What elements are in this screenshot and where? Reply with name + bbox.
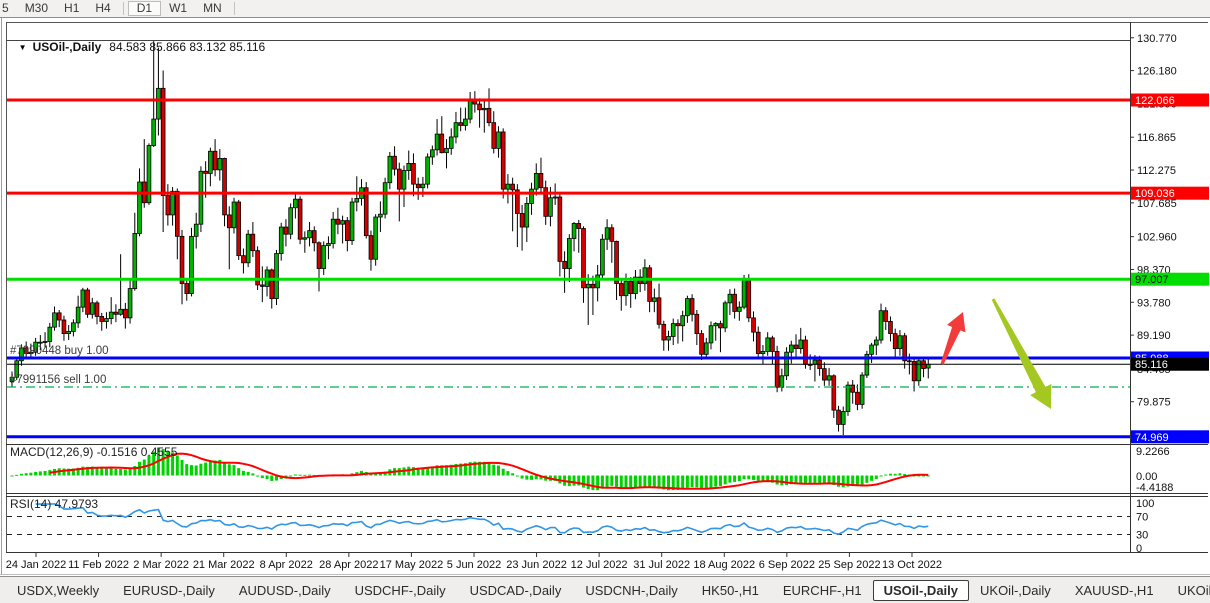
date-label: 13 Oct 2022 [882,559,942,571]
price-axis: 130.770126.180121.590116.865112.275107.6… [1130,33,1177,409]
chart-tab-XAUUSD-H1[interactable]: XAUUSD-,H1 [1074,582,1154,598]
up-trend-arrow[interactable] [940,312,966,365]
date-label: 18 Aug 2022 [693,559,755,571]
rsi-axis-label: 30 [1136,530,1148,542]
macd-panel: MACD(12,26,9) -0.1516 0.4555 9.2266 0.00-4… [10,445,1173,494]
chart-title: ▼ USOil-,Daily 84.583 85.866 83.132 85.116 [12,23,266,54]
price-badge-109.036: 109.036 [1131,186,1209,200]
chart-tab-EURUSD-Daily[interactable]: EURUSD-,Daily [123,582,215,598]
chart-tab-UKOil-Daily[interactable]: UKOil-,Daily [1177,582,1210,598]
date-label: 23 Jun 2022 [506,559,567,571]
price-tick-label: 89.190 [1137,330,1171,342]
rsi-axis-label: 70 [1136,512,1148,524]
chart-tab-AUDUSD-Daily[interactable]: AUDUSD-,Daily [238,582,331,598]
date-label: 12 Jul 2022 [571,559,628,571]
price-tick-label: 79.875 [1137,397,1171,409]
rsi-axis-label: 0 [1136,543,1142,555]
chart-symbol: USOil-,Daily [32,40,102,54]
symbol-dropdown-icon[interactable]: ▼ [18,43,27,52]
date-label: 21 Mar 2022 [193,559,255,571]
down-trend-arrow[interactable] [991,298,1052,409]
toolbar-separator [233,2,235,15]
current-price-badge: 85.116 [1131,357,1209,371]
macd-axis-label: 9.2266 [1136,446,1170,458]
rsi-axis-label: 100 [1136,498,1154,510]
chart-tab-USDCAD-Daily[interactable]: USDCAD-,Daily [469,582,562,598]
date-label: 6 Sep 2022 [759,559,815,571]
timeframe-button-MN[interactable]: MN [203,1,222,15]
macd-signal-line [49,452,929,490]
date-label: 17 May 2022 [380,559,444,571]
chart-tab-USOil-Daily[interactable]: USOil-,Daily [872,579,970,601]
date-label: 5 Jun 2022 [447,559,501,571]
price-tick-label: 116.865 [1137,132,1176,144]
macd-axis-label: -4.4188 [1136,482,1173,494]
timeframe-button-D1[interactable]: D1 [127,1,162,16]
chart-tab-USDCNH-Daily[interactable]: USDCNH-,Daily [585,582,678,598]
timeframe-button-5[interactable]: 5 [2,1,9,15]
symbol-tabbar: USDX,Weekly EURUSD-,Daily AUDUSD-,Daily USD… [0,576,1210,603]
chart-tab-HK50-H1[interactable]: HK50-,H1 [701,582,759,598]
rsi-panel: RSI(14) 47.9793 100 70 300 [7,497,1154,555]
order-label-sell: #7991156 sell 1.00 [10,374,106,386]
svg-text:97.007: 97.007 [1135,274,1169,286]
timeframe-button-M30[interactable]: M30 [24,1,49,15]
price-tick-label: 112.275 [1137,165,1176,177]
svg-text:109.036: 109.036 [1135,188,1175,200]
date-label: 25 Sep 2022 [818,559,880,571]
chart-tab-USDX-Weekly[interactable]: USDX,Weekly [17,582,100,598]
toolbar-separator [122,2,124,15]
price-tick-label: 102.960 [1137,232,1177,244]
date-label: 11 Feb 2022 [68,559,129,571]
order-label-buy: #7990448 buy 1.00 [10,345,108,357]
macd-axis-label: 0.00 [1136,471,1157,483]
date-label: 28 Apr 2022 [319,559,378,571]
date-label: 2 Mar 2022 [133,559,189,571]
price-tick-label: 107.685 [1137,198,1177,210]
chart-tab-EURCHF-H1[interactable]: EURCHF-,H1 [782,582,862,598]
svg-text:85.116: 85.116 [1135,359,1168,371]
price-badge-97.007: 97.007 [1131,272,1209,286]
svg-text:122.066: 122.066 [1135,95,1175,107]
price-tick-label: 126.180 [1137,66,1177,78]
price-tick-label: 93.780 [1137,297,1171,309]
price-badge-122.066: 122.066 [1131,93,1209,107]
timeframe-button-H1[interactable]: H1 [64,1,80,15]
chart-tab-UKOil-Daily[interactable]: UKOil-,Daily [980,582,1051,598]
date-label: 31 Jul 2022 [633,559,690,571]
price-tick-label: 130.770 [1137,33,1177,45]
date-axis: 24 Jan 2022 11 Feb 2022 2 Mar 2022 21 Mar 2… [6,553,942,571]
svg-text:74.969: 74.969 [1135,432,1169,444]
date-label: 24 Jan 2022 [6,559,67,571]
macd-label: MACD(12,26,9) -0.1516 0.4555 [10,445,178,459]
timeframe-button-H4[interactable]: H4 [95,1,111,15]
rsi-line [35,503,929,535]
chart-frame [0,18,1210,575]
price-badge-74.969: 74.969 [1131,430,1209,444]
date-label: 8 Apr 2022 [260,559,313,571]
timeframe-button-W1[interactable]: W1 [169,1,188,15]
rsi-label: RSI(14) 47.9793 [10,497,98,511]
candles-layer [9,41,931,436]
timeframe-toolbar: 5 M30 H1 H4 D1 W1 MN [0,0,1210,18]
chart-ohlc-values: 84.583 85.866 83.132 85.116 [109,40,266,54]
chart-tab-USDCHF-Daily[interactable]: USDCHF-,Daily [354,582,446,598]
